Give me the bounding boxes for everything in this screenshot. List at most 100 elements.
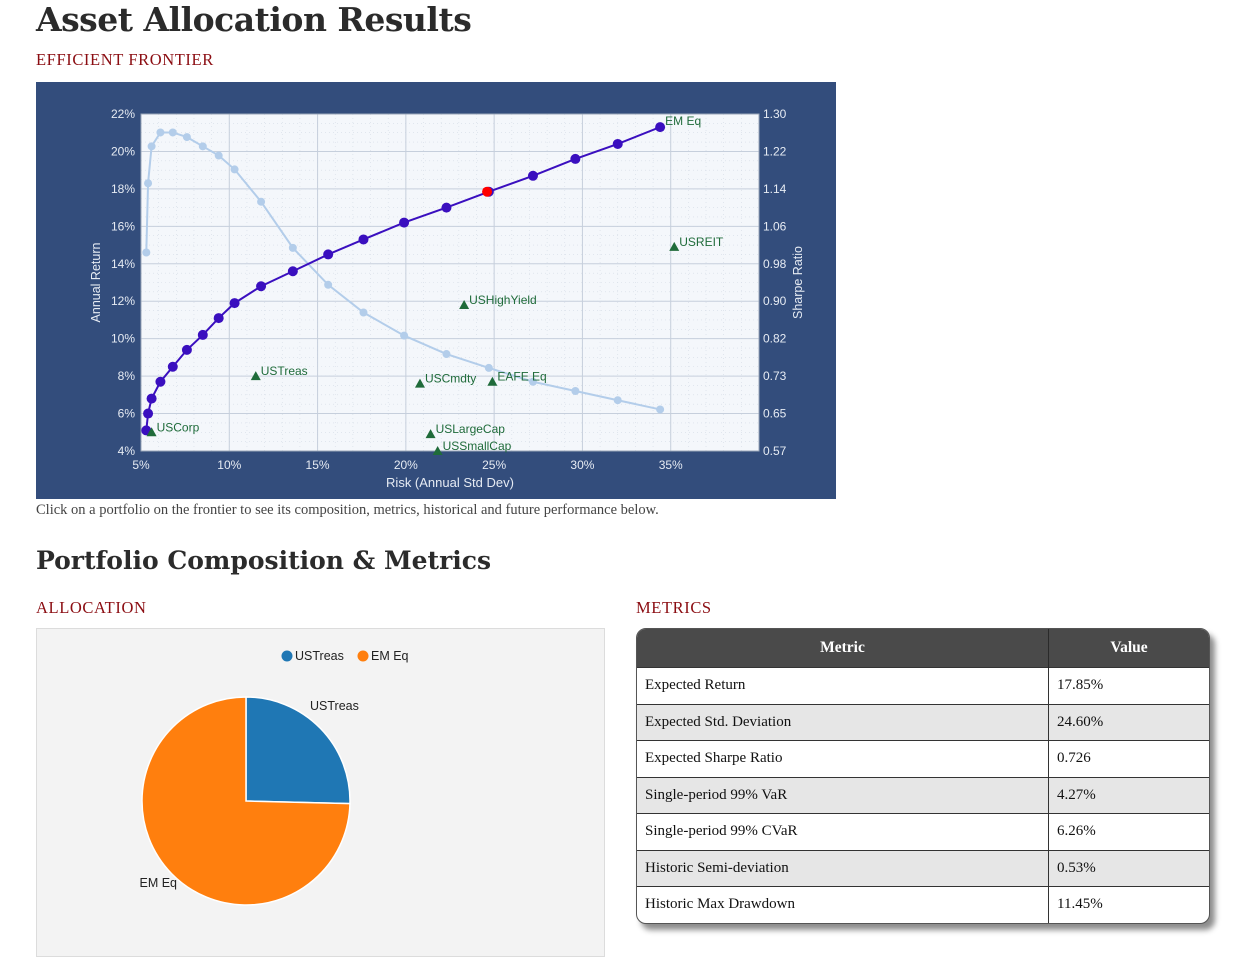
sharpe-point[interactable] xyxy=(359,308,368,317)
frontier-portfolio-point[interactable] xyxy=(155,376,166,387)
efficient-frontier-chart[interactable]: 5% 10% 15% 20% 25% 30% 35% 4% 6% 8% 10% 12% 14% 16% 18… xyxy=(36,82,836,499)
metric-name: Single-period 99% VaR xyxy=(637,776,1049,814)
y2-tick-label: 0.65 xyxy=(763,407,787,421)
pie-slice-label: USTreas xyxy=(310,699,359,713)
asset-label: USSmallCap xyxy=(443,439,512,453)
frontier-portfolio-point[interactable] xyxy=(167,361,178,372)
table-row: Expected Std. Deviation 24.60% xyxy=(637,703,1209,741)
y-tick-label: 6% xyxy=(118,407,136,421)
metric-name: Expected Std. Deviation xyxy=(637,703,1049,741)
frontier-portfolio-point[interactable] xyxy=(143,408,154,419)
asset-label: USCmdty xyxy=(425,372,476,386)
selected-portfolio-point[interactable] xyxy=(482,186,493,197)
asset-marker[interactable] xyxy=(250,371,261,381)
y2-tick-label: 0.82 xyxy=(763,332,787,346)
sharpe-point[interactable] xyxy=(230,165,239,174)
y-tick-label: 14% xyxy=(111,257,135,271)
sharpe-point[interactable] xyxy=(288,243,297,252)
x-tick-label: 15% xyxy=(306,458,330,472)
x-tick-label: 25% xyxy=(482,458,506,472)
value-column-header: Value xyxy=(1048,629,1209,668)
frontier-portfolio-point[interactable] xyxy=(146,393,157,404)
legend-label: USTreas xyxy=(295,649,344,663)
frontier-portfolio-point[interactable] xyxy=(213,313,224,324)
y-tick-label: 4% xyxy=(118,444,136,458)
y-tick-label: 8% xyxy=(118,369,136,383)
sharpe-point[interactable] xyxy=(324,280,333,289)
metric-value: 11.45% xyxy=(1048,886,1209,923)
composition-metrics-title: Portfolio Composition & Metrics xyxy=(36,546,492,575)
y2-tick-label: 1.14 xyxy=(763,182,787,196)
y-tick-label: 22% xyxy=(111,107,135,121)
asset-marker[interactable] xyxy=(432,446,443,455)
asset-label: USCorp xyxy=(157,420,200,434)
sharpe-point[interactable] xyxy=(400,331,409,340)
metric-value: 0.726 xyxy=(1048,740,1209,777)
asset-marker[interactable] xyxy=(414,378,425,388)
asset-marker[interactable] xyxy=(425,429,436,439)
frontier-instruction-note: Click on a portfolio on the frontier to … xyxy=(36,502,659,518)
asset-label: EAFE Eq xyxy=(497,370,546,384)
frontier-portfolio-point[interactable] xyxy=(229,298,240,309)
allocation-label: ALLOCATION xyxy=(36,598,147,617)
y2-tick-label: 1.06 xyxy=(763,219,787,233)
x-tick-label: 30% xyxy=(570,458,594,472)
sharpe-point[interactable] xyxy=(656,405,665,414)
asset-label: EM Eq xyxy=(665,114,701,128)
frontier-portfolio-point[interactable] xyxy=(197,329,208,340)
frontier-portfolio-point[interactable] xyxy=(655,122,666,133)
frontier-portfolio-point[interactable] xyxy=(570,153,581,164)
y2-tick-label: 1.30 xyxy=(763,107,787,121)
frontier-portfolio-point[interactable] xyxy=(287,266,298,277)
metric-value: 24.60% xyxy=(1048,703,1209,741)
sharpe-point[interactable] xyxy=(147,142,156,151)
table-row: Single-period 99% CVaR 6.26% xyxy=(637,813,1209,850)
metric-name: Expected Sharpe Ratio xyxy=(637,740,1049,777)
legend-swatch xyxy=(281,650,293,662)
frontier-svg[interactable]: 5% 10% 15% 20% 25% 30% 35% 4% 6% 8% 10% 12% 14% 16% 18… xyxy=(36,82,836,499)
pie-svg[interactable]: USTreas EM Eq USTreas EM Eq xyxy=(37,629,606,958)
asset-marker[interactable] xyxy=(459,299,470,309)
sharpe-point[interactable] xyxy=(142,248,151,257)
sharpe-point[interactable] xyxy=(214,151,223,160)
pie-slice[interactable] xyxy=(245,696,351,805)
page-title: Asset Allocation Results xyxy=(36,0,472,39)
sharpe-point[interactable] xyxy=(257,197,266,206)
sharpe-point[interactable] xyxy=(144,179,153,188)
sharpe-point[interactable] xyxy=(613,396,622,405)
y-tick-label: 20% xyxy=(111,144,135,158)
frontier-portfolio-point[interactable] xyxy=(527,170,538,181)
metric-value: 6.26% xyxy=(1048,813,1209,850)
y-tick-label: 18% xyxy=(111,182,135,196)
pie-slice[interactable] xyxy=(141,696,351,906)
asset-label: USTreas xyxy=(261,364,308,378)
table-row: Expected Sharpe Ratio 0.726 xyxy=(637,740,1209,777)
sharpe-point[interactable] xyxy=(442,350,451,359)
sharpe-point[interactable] xyxy=(528,377,537,386)
frontier-portfolio-point[interactable] xyxy=(358,234,369,245)
asset-marker[interactable] xyxy=(669,241,680,251)
frontier-portfolio-point[interactable] xyxy=(399,217,410,228)
sharpe-point[interactable] xyxy=(198,142,207,151)
frontier-portfolio-point[interactable] xyxy=(441,202,452,213)
sharpe-point[interactable] xyxy=(182,133,191,142)
metrics-table-container: Metric Value Expected Return 17.85% Expe… xyxy=(636,628,1210,924)
frontier-portfolio-point[interactable] xyxy=(323,249,334,260)
frontier-portfolio-point[interactable] xyxy=(256,281,267,292)
allocation-pie-chart[interactable]: USTreas EM Eq USTreas EM Eq xyxy=(36,628,605,957)
asset-marker[interactable] xyxy=(146,427,157,437)
sharpe-point[interactable] xyxy=(168,128,177,137)
metric-name: Single-period 99% CVaR xyxy=(637,813,1049,850)
frontier-portfolio-point[interactable] xyxy=(181,344,192,355)
sharpe-point[interactable] xyxy=(484,363,493,372)
table-row: Single-period 99% VaR 4.27% xyxy=(637,776,1209,814)
x-axis-title: Risk (Annual Std Dev) xyxy=(386,475,514,490)
sharpe-point[interactable] xyxy=(571,386,580,395)
y2-tick-label: 0.57 xyxy=(763,444,787,458)
metric-name: Historic Semi-deviation xyxy=(637,849,1049,887)
sharpe-point[interactable] xyxy=(156,128,165,137)
metrics-header-row: Metric Value xyxy=(637,629,1209,668)
asset-marker[interactable] xyxy=(487,376,498,386)
frontier-portfolio-point[interactable] xyxy=(612,138,623,149)
table-row: Expected Return 17.85% xyxy=(637,667,1209,704)
